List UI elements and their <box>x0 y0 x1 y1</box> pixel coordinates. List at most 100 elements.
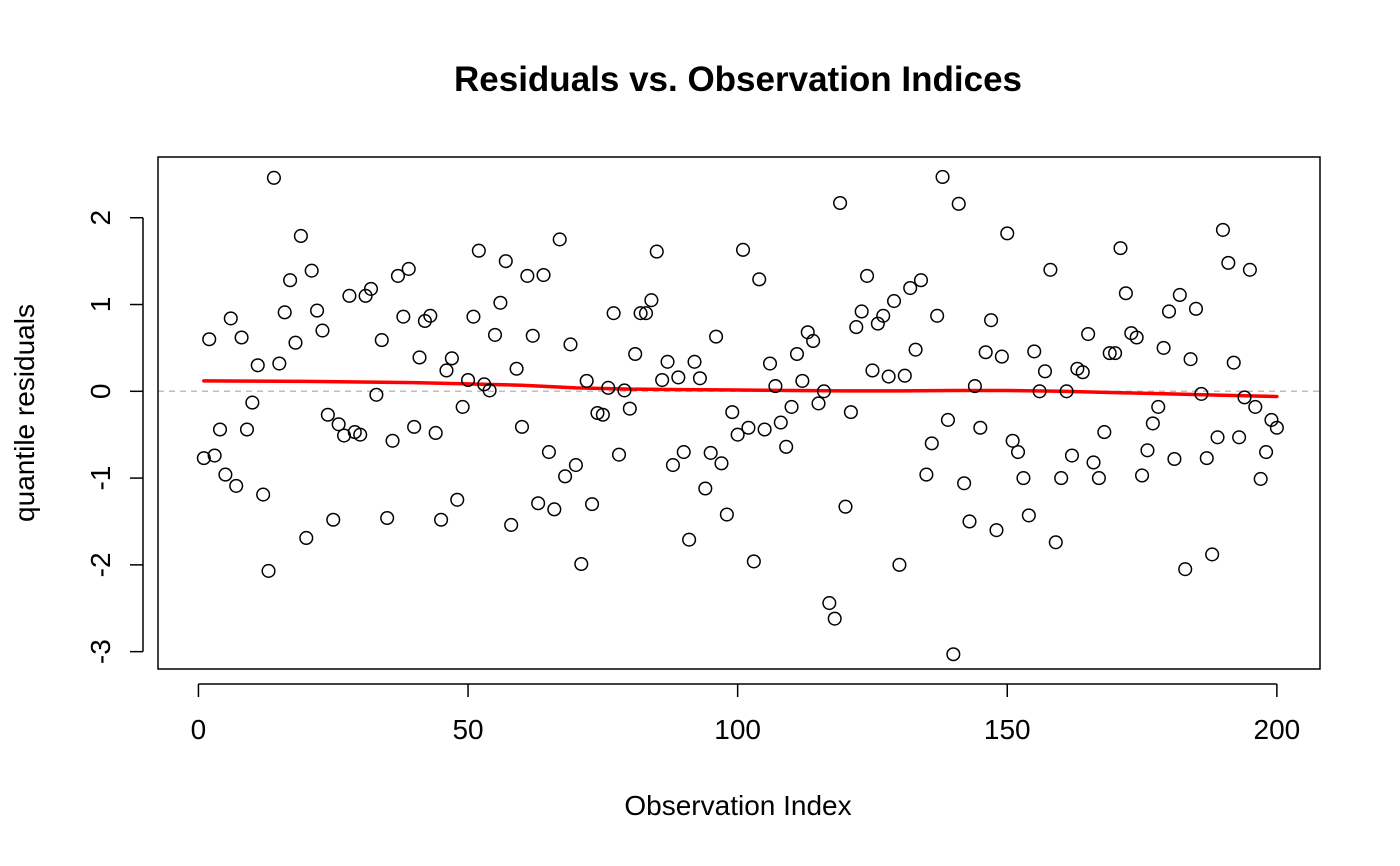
data-point <box>913 273 929 288</box>
data-point <box>234 330 249 345</box>
data-point <box>547 502 562 517</box>
data-point <box>536 267 551 283</box>
data-point <box>520 268 535 283</box>
data-point <box>660 354 675 369</box>
y-tick-label: 0 <box>85 384 116 400</box>
x-tick-label: 100 <box>714 714 761 745</box>
data-point <box>957 476 972 491</box>
data-point <box>288 335 303 350</box>
data-point <box>250 358 265 373</box>
data-point <box>283 273 298 288</box>
data-point <box>261 563 276 578</box>
data-point <box>1097 425 1112 440</box>
data-point <box>482 383 497 398</box>
data-point <box>1232 430 1247 445</box>
data-point <box>385 433 400 448</box>
data-point <box>401 261 416 277</box>
data-point <box>374 333 389 348</box>
data-point <box>1113 241 1128 256</box>
data-point <box>541 445 556 460</box>
data-point <box>1102 346 1117 361</box>
data-point <box>682 532 697 547</box>
data-point <box>849 320 864 335</box>
data-point <box>407 419 422 434</box>
chart-title: Residuals vs. Observation Indices <box>454 60 1022 99</box>
data-point <box>606 306 621 321</box>
data-point <box>450 492 465 507</box>
data-point <box>1000 226 1015 241</box>
data-point <box>1043 262 1058 277</box>
y-tick-label: -1 <box>85 466 116 491</box>
data-point <box>1145 416 1160 431</box>
data-point <box>1172 287 1187 303</box>
data-point <box>417 313 432 329</box>
data-point <box>342 288 357 303</box>
data-point <box>1210 430 1225 445</box>
data-point <box>1226 355 1241 370</box>
data-point <box>768 379 783 394</box>
data-point <box>363 281 379 296</box>
data-point <box>1183 352 1198 367</box>
data-point <box>266 170 281 185</box>
data-point <box>461 372 476 388</box>
data-point <box>471 243 486 258</box>
data-point <box>719 507 734 522</box>
data-point <box>822 596 837 611</box>
data-point <box>611 447 627 462</box>
data-point <box>617 383 632 398</box>
data-point <box>202 332 217 347</box>
data-point <box>795 373 810 388</box>
data-point <box>531 496 546 511</box>
data-point <box>860 268 875 283</box>
data-point <box>1215 222 1230 237</box>
data-point <box>487 327 503 342</box>
data-point <box>665 458 681 473</box>
data-point <box>919 467 934 482</box>
data-point <box>897 368 912 383</box>
data-point <box>762 356 778 371</box>
data-point <box>757 422 772 437</box>
data-point <box>622 401 637 416</box>
data-point <box>940 412 955 427</box>
data-point <box>789 346 805 362</box>
data-point <box>207 448 222 463</box>
data-point <box>514 419 530 434</box>
data-point <box>1054 471 1069 486</box>
x-tick-label: 0 <box>191 714 207 745</box>
data-point <box>752 272 767 287</box>
data-point <box>984 313 999 328</box>
x-axis-label: Observation Index <box>624 790 851 821</box>
data-point <box>439 363 454 378</box>
data-point <box>1221 255 1236 270</box>
data-point <box>1091 471 1106 486</box>
data-point <box>1237 390 1252 405</box>
data-point <box>1108 346 1123 361</box>
data-point <box>493 295 508 310</box>
data-point <box>498 254 513 269</box>
data-point <box>585 497 600 512</box>
data-point <box>326 512 341 527</box>
data-point <box>811 396 826 411</box>
data-point <box>1118 286 1133 301</box>
x-tick-label: 150 <box>984 714 1031 745</box>
data-point <box>854 304 869 319</box>
data-point <box>353 427 368 442</box>
data-point <box>525 328 540 343</box>
data-point <box>423 308 438 323</box>
data-point <box>1005 433 1020 448</box>
data-point <box>628 346 643 362</box>
data-point <box>396 309 411 324</box>
data-point <box>1253 471 1268 487</box>
x-tick-label: 200 <box>1254 714 1301 745</box>
plot-area: 0 50 100 150 200 -3 -2 -1 0 1 2 <box>85 156 1321 745</box>
data-point <box>1075 365 1090 380</box>
data-point <box>304 263 319 278</box>
data-point <box>245 395 260 410</box>
data-point <box>1156 340 1171 355</box>
data-point <box>1151 399 1166 414</box>
data-point <box>865 363 880 378</box>
data-point <box>935 169 950 185</box>
data-point <box>369 387 384 402</box>
data-point <box>725 405 740 420</box>
data-point <box>687 354 702 369</box>
